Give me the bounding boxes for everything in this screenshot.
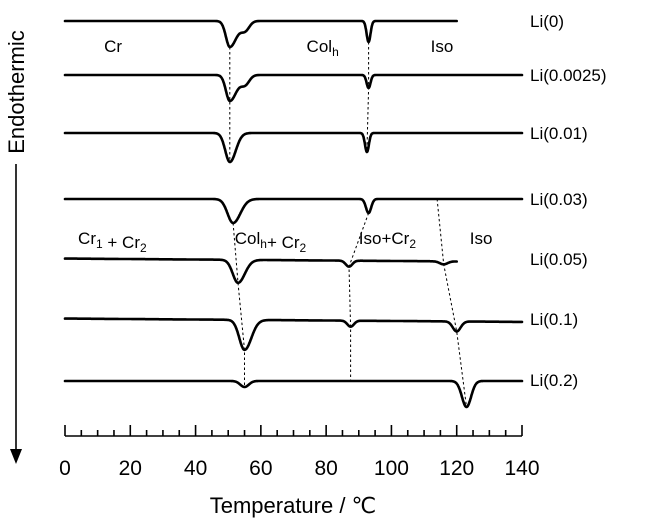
series-label: Li(0.05) — [530, 250, 588, 269]
transition-guide-line — [367, 42, 369, 152]
series-label: Li(0.2) — [530, 371, 578, 390]
phase-label: Iso+Cr2 — [359, 229, 417, 251]
x-tick-label: 0 — [59, 457, 71, 480]
down-arrow-icon — [10, 449, 22, 464]
phase-label: Iso — [470, 229, 493, 248]
dsc-curve — [65, 21, 457, 47]
dsc-curve — [65, 75, 522, 101]
phase-label: Cr1 + Cr2 — [78, 229, 147, 255]
x-tick-label: 60 — [249, 457, 272, 480]
series-label: Li(0.1) — [530, 310, 578, 329]
guides-layer — [230, 42, 467, 407]
phase-label: Colh+ Cr2 — [235, 229, 307, 255]
dsc-curve — [65, 319, 522, 350]
x-tick-label: 140 — [504, 457, 539, 480]
phase-label: Iso — [431, 37, 454, 56]
dsc-curve — [65, 133, 522, 162]
phase-labels: Cr Colh Iso Cr1 + Cr2 Colh+ Cr2 Iso+Cr2 Iso — [78, 37, 492, 255]
x-tick-label: 120 — [439, 457, 474, 480]
phase-label: Colh — [307, 37, 339, 59]
x-tick-label: 80 — [314, 457, 337, 480]
x-axis: Temperature / ℃ 0 20 40 60 80 100 120 140 — [59, 425, 539, 518]
x-tick-label: 20 — [119, 457, 142, 480]
dsc-curve — [65, 199, 522, 223]
transition-guide-line — [437, 199, 466, 407]
series-label: Li(0) — [530, 12, 564, 31]
series-labels: Li(0) Li(0.0025) Li(0.01) Li(0.03) Li(0.05) L… — [530, 12, 607, 390]
phase-label: Cr — [104, 37, 122, 56]
y-axis-title: Endothermic — [4, 30, 29, 154]
x-tick-label: 100 — [374, 457, 409, 480]
dsc-curve — [65, 381, 522, 407]
curves-layer — [65, 21, 522, 407]
series-label: Li(0.0025) — [530, 66, 607, 85]
series-label: Li(0.01) — [530, 124, 588, 143]
x-axis-title: Temperature / ℃ — [210, 493, 377, 518]
y-axis: Endothermic — [4, 30, 29, 464]
series-label: Li(0.03) — [530, 190, 588, 209]
x-tick-label: 40 — [184, 457, 207, 480]
dsc-curve — [65, 259, 457, 283]
